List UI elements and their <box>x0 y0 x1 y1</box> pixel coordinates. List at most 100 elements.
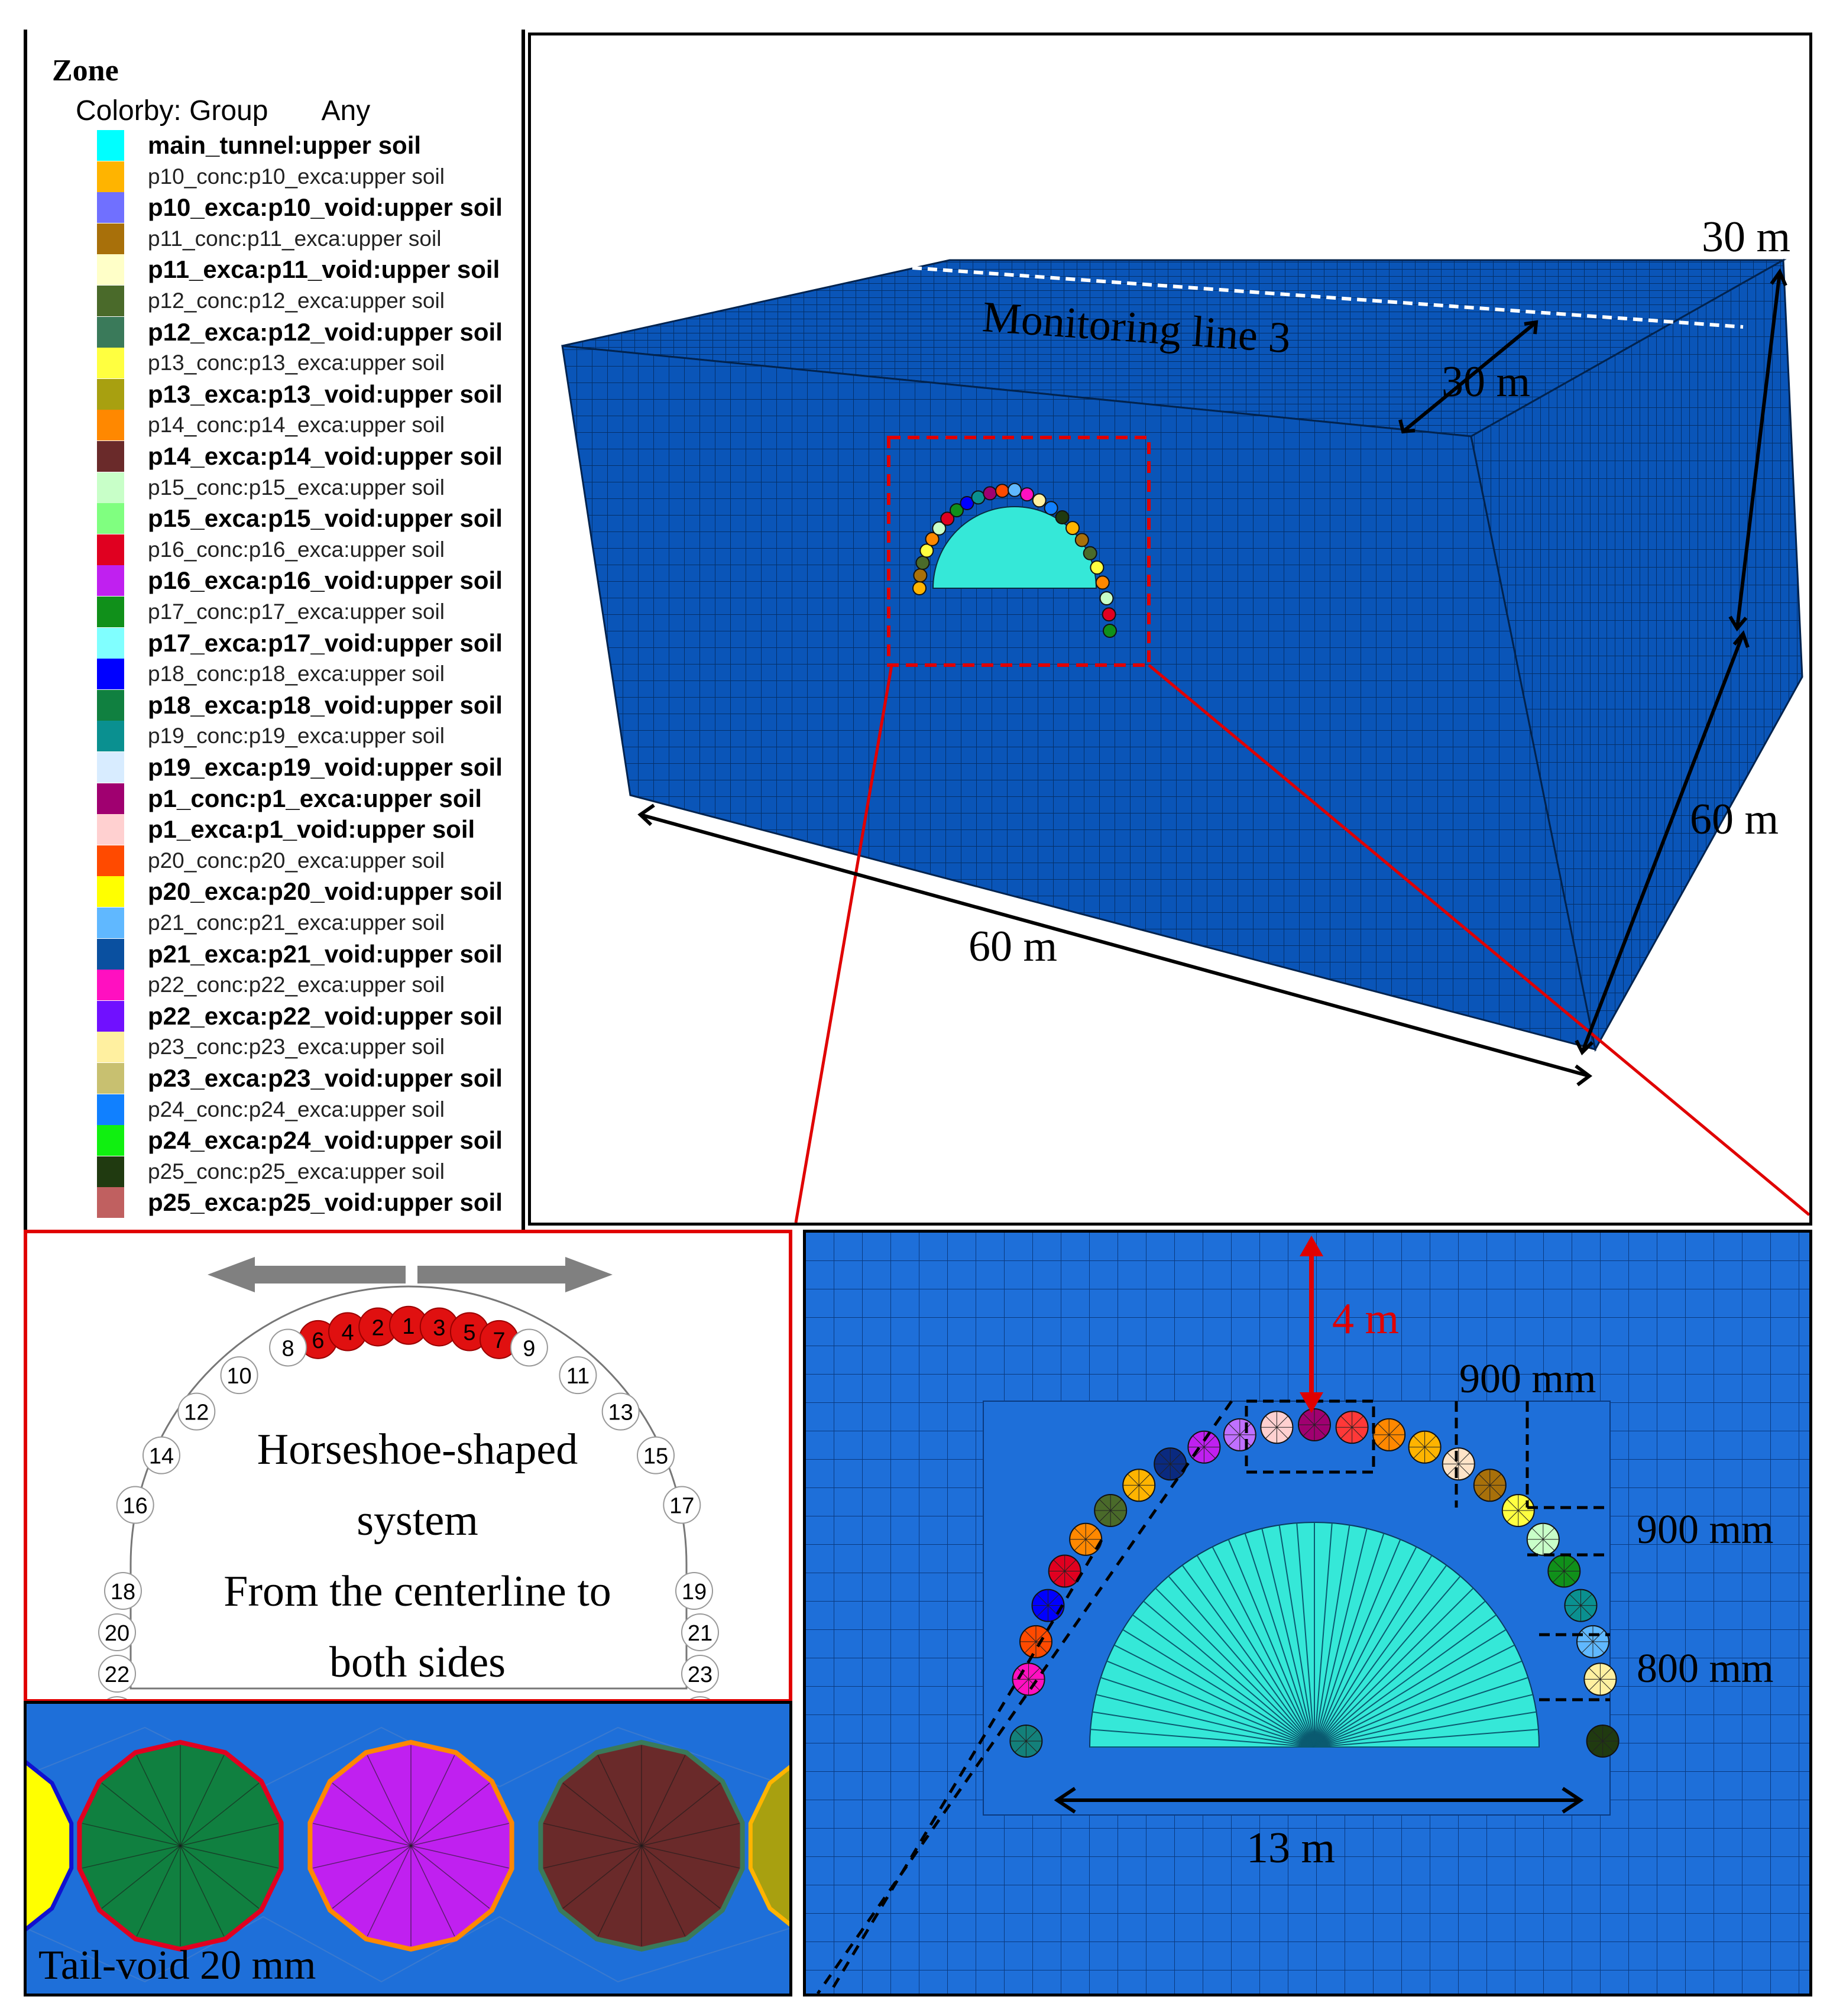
detail-diameter-label: 900 mm <box>1459 1356 1596 1402</box>
legend-swatch <box>97 1094 124 1125</box>
model-pipe <box>1065 521 1080 536</box>
legend-panel: Zone Colorby: Group Any main_tunnel:upper… <box>24 30 525 1230</box>
detail-pipe <box>1094 1494 1128 1527</box>
legend-swatch <box>97 316 124 348</box>
legend-swatch <box>97 659 124 690</box>
legend-item: p17_conc:p17_exca:upper soil <box>97 597 445 627</box>
detail-pipe <box>1223 1418 1256 1451</box>
legend-item: p21_exca:p21_void:upper soil <box>97 938 503 970</box>
legend-item: p20_conc:p20_exca:upper soil <box>97 845 445 876</box>
detail-pipe <box>1048 1554 1081 1588</box>
model-zoom-box <box>887 436 1151 667</box>
dim-top-right-label: 30 m <box>1702 213 1790 261</box>
legend-item: p12_conc:p12_exca:upper soil <box>97 286 445 316</box>
legend-item: p25_exca:p25_void:upper soil <box>97 1187 503 1218</box>
tail-void-pipes <box>27 1739 789 1952</box>
legend-item-label: p13_exca:p13_void:upper soil <box>148 380 503 408</box>
legend-item: p18_conc:p18_exca:upper soil <box>97 659 445 690</box>
horseshoe-pipe-number: 16 <box>123 1494 148 1519</box>
dim-front-width-arrow <box>640 813 1590 1078</box>
detail-panel: 4 m 900 mm 900 mm 800 mm 13 m <box>803 1230 1812 1996</box>
legend-swatch <box>97 721 124 752</box>
right-arrow-icon <box>417 1257 613 1292</box>
legend-swatch <box>97 752 124 783</box>
horseshoe-pipe <box>98 1655 136 1693</box>
detail-diagram: 4 m 900 mm 900 mm 800 mm 13 m <box>806 1233 1809 1994</box>
horseshoe-pipe <box>220 1356 258 1395</box>
legend-item-label: p19_exca:p19_void:upper soil <box>148 753 503 781</box>
model-pipe <box>1008 482 1022 497</box>
legend-item-label: p24_exca:p24_void:upper soil <box>148 1126 503 1155</box>
legend-item-label: p10_conc:p10_exca:upper soil <box>148 164 445 189</box>
horseshoe-title-line3: From the centerline to <box>224 1567 611 1616</box>
detail-pipe <box>1547 1554 1581 1588</box>
legend-item: p17_exca:p17_void:upper soil <box>97 627 503 659</box>
horseshoe-pipe <box>510 1328 548 1367</box>
detail-pipe <box>1069 1522 1103 1556</box>
legend-swatch <box>97 814 124 845</box>
legend-item-label: p20_conc:p20_exca:upper soil <box>148 848 445 873</box>
model-pipe <box>983 486 997 501</box>
detail-span-label: 13 m <box>1246 1824 1335 1872</box>
horseshoe-pipe <box>637 1436 675 1474</box>
horseshoe-pipe-number: 14 <box>149 1444 174 1469</box>
legend-item: p1_conc:p1_exca:upper soil <box>97 783 482 814</box>
detail-pipe <box>1372 1418 1406 1451</box>
horseshoe-pipe-number: 10 <box>226 1364 251 1389</box>
tail-void-diagram: Tail-void 20 mm <box>27 1726 789 1988</box>
legend-swatch <box>97 845 124 876</box>
legend-item-label: p11_exca:p11_void:upper soil <box>148 255 500 284</box>
legend-item-label: p1_conc:p1_exca:upper soil <box>148 784 482 812</box>
model-pipe <box>940 511 955 526</box>
horseshoe-pipe <box>106 1696 128 1699</box>
horseshoe-pipe <box>559 1356 597 1395</box>
model-pipe <box>932 521 947 536</box>
tail-void-pipe-partial <box>27 1760 74 1931</box>
legend-swatch <box>97 161 124 192</box>
legend-item: p16_exca:p16_void:upper soil <box>97 565 503 597</box>
legend-swatch <box>97 130 124 161</box>
legend-item: p24_conc:p24_exca:upper soil <box>97 1094 445 1125</box>
horseshoe-outline <box>129 1285 688 1690</box>
dim-top-depth-label: 30 m <box>1442 358 1530 406</box>
horseshoe-pipe <box>142 1436 180 1474</box>
detail-pipe <box>1260 1411 1294 1444</box>
model-pipe <box>1103 624 1117 638</box>
legend-item-label: p13_conc:p13_exca:upper soil <box>148 351 445 375</box>
legend-swatch <box>97 192 124 223</box>
detail-pipe <box>1012 1662 1045 1696</box>
zoom-guide-bottom <box>828 1539 1103 1994</box>
tail-void-pipe <box>307 1739 514 1952</box>
horseshoe-pipe-number: 6 <box>312 1328 324 1353</box>
legend-item-label: p14_exca:p14_void:upper soil <box>148 442 503 470</box>
horseshoe-pipe-number: 13 <box>608 1401 633 1425</box>
horseshoe-pipe <box>689 1696 711 1699</box>
detail-pipe <box>1501 1494 1535 1527</box>
legend-item-label: p11_conc:p11_exca:upper soil <box>148 226 442 251</box>
model-front-face <box>561 345 1596 1051</box>
legend-swatch <box>97 348 124 379</box>
horseshoe-pipe <box>663 1486 701 1524</box>
legend-item-label: p15_exca:p15_void:upper soil <box>148 504 503 533</box>
legend-item: p1_exca:p1_void:upper soil <box>97 814 475 845</box>
horseshoe-pipe <box>601 1392 640 1431</box>
legend-item-label: p21_conc:p21_exca:upper soil <box>148 910 445 935</box>
left-arrow-icon <box>208 1257 406 1292</box>
horseshoe-pipe-number: 20 <box>105 1621 129 1646</box>
legend-item: p22_conc:p22_exca:upper soil <box>97 970 445 1001</box>
horseshoe-pipe <box>177 1392 216 1431</box>
detail-pipe <box>1154 1447 1187 1481</box>
horseshoe-pipe <box>269 1328 307 1367</box>
model-pipe-ring <box>912 482 1117 638</box>
detail-height-guides <box>1527 1506 1610 1557</box>
legend-item: p19_conc:p19_exca:upper soil <box>97 721 445 752</box>
detail-spacing-guides <box>1539 1633 1610 1701</box>
legend-swatch <box>97 410 124 441</box>
model-tunnel-region <box>887 436 1151 667</box>
detail-pipe <box>1187 1430 1221 1464</box>
horseshoe-pipe-number: 19 <box>682 1580 707 1605</box>
legend-swatch <box>97 254 124 286</box>
legend-swatch <box>97 534 124 565</box>
horseshoe-pipe-number: 17 <box>669 1494 694 1519</box>
legend-item: p10_conc:p10_exca:upper soil <box>97 161 445 192</box>
